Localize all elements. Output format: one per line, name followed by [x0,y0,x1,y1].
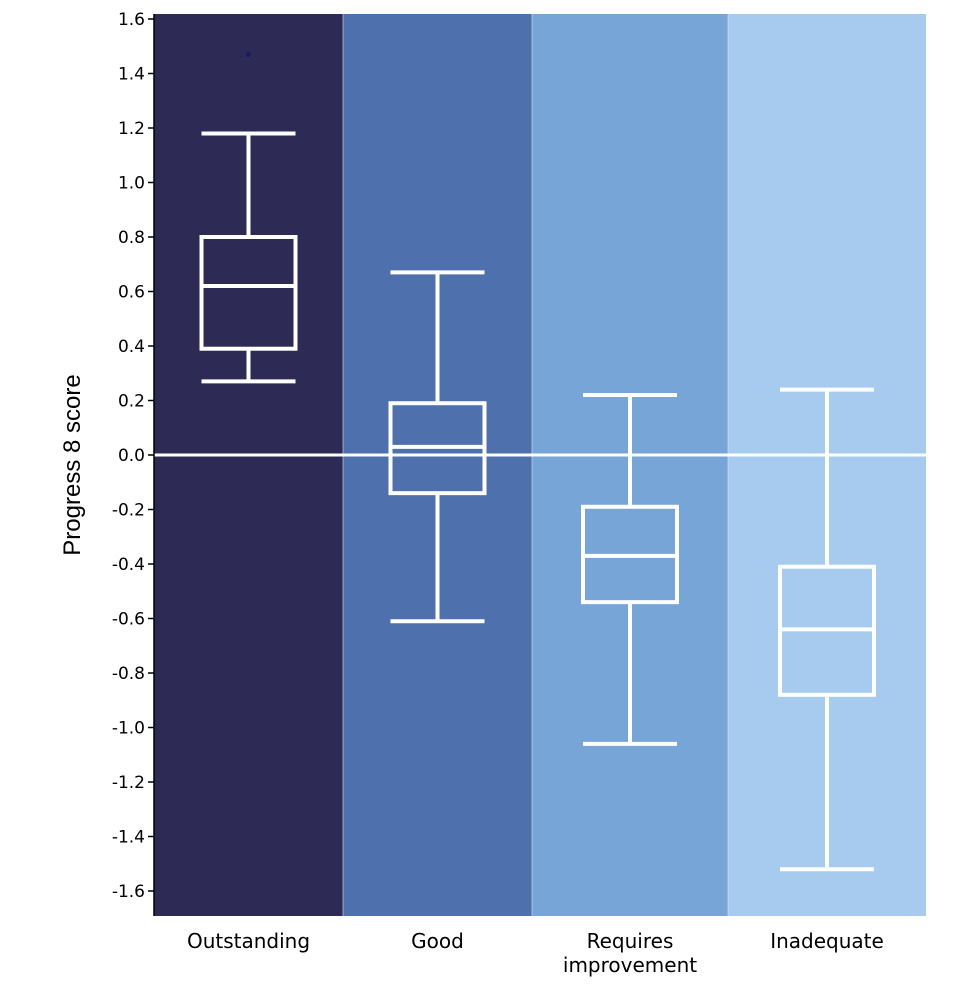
y-tick-label: 0.4 [118,337,145,357]
y-tick-label: -0.6 [112,610,145,630]
category-label-2: Requires improvement [563,929,697,977]
outlier-point-0 [246,51,251,57]
y-tick-label: -1.0 [112,719,145,739]
y-tick-label: 1.4 [118,65,145,85]
x-axis-category-labels: Outstanding Good Requires improvement Inadeq… [187,929,884,977]
category-label-line: Inadequate [770,929,884,953]
y-tick-label: 1.6 [118,10,145,30]
category-label-line: Good [411,929,464,953]
y-tick-label: 0.8 [118,228,145,248]
y-tick-label: 0.2 [118,392,145,412]
y-tick-label: 1.0 [118,174,145,194]
box-group-2 [581,393,679,746]
category-label-0: Outstanding [187,929,310,953]
category-label-1: Good [411,929,464,953]
category-label-line: Requires [587,929,674,953]
y-tick-label: -1.4 [112,828,145,848]
box-layer [199,51,876,872]
y-tick-label: 0.0 [118,446,145,466]
box-group-0 [199,51,298,384]
y-tick-label: -1.6 [112,882,145,902]
y-tick-label: -1.2 [112,773,145,793]
category-label-line: improvement [563,953,697,977]
y-tick-label: 0.6 [118,283,145,303]
category-band-1 [343,14,532,916]
y-axis-title: Progress 8 score [59,374,86,555]
y-tick-label: -0.4 [112,555,145,575]
box-group-3 [778,387,876,872]
y-tick-label: -0.8 [112,664,145,684]
y-tick-label: -0.2 [112,501,145,521]
box-group-1 [388,270,487,624]
y-axis: 1.6 1.4 1.2 1.0 0.8 0.6 0.4 0.2 0.0 -0.2 -0.4 -0.6 -… [112,10,155,916]
y-tick-label: 1.2 [118,119,145,139]
category-label-line: Outstanding [187,929,310,953]
category-backgrounds [154,14,926,916]
interquartile-box [199,235,298,351]
category-label-3: Inadequate [770,929,884,953]
